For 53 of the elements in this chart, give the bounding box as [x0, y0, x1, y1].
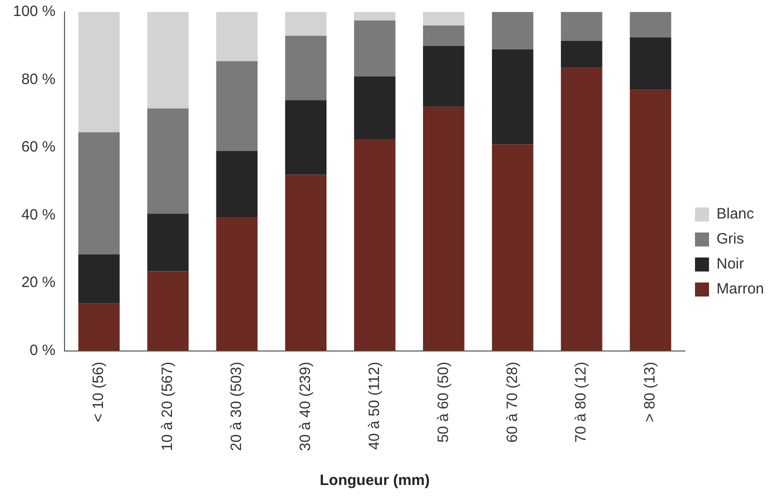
x-tick-label: 70 à 80 (12) — [572, 362, 590, 443]
bar — [78, 303, 120, 351]
bar — [354, 76, 396, 140]
y-tick-label: 40 % — [21, 206, 56, 224]
x-tick-label: 40 à 50 (112) — [366, 362, 383, 450]
bar — [560, 40, 602, 68]
x-axis-title: Longueur (mm) — [320, 472, 430, 490]
bar — [630, 37, 672, 90]
x-tick-label: > 80 (13) — [642, 362, 659, 422]
bar — [285, 100, 326, 175]
bar — [147, 271, 189, 351]
y-tick-label: 80 % — [21, 70, 56, 88]
bar — [423, 26, 464, 46]
legend-label: Blanc — [716, 206, 755, 223]
x-tick-label: 20 à 30 (503) — [228, 362, 246, 452]
bar — [285, 36, 326, 100]
bar — [78, 132, 120, 254]
bar — [560, 12, 602, 41]
bar — [492, 49, 534, 144]
legend-label: Marron — [716, 280, 764, 298]
bar — [492, 144, 534, 351]
bar — [147, 108, 189, 214]
bar — [354, 12, 396, 20]
y-tick-label: 0 % — [30, 342, 56, 359]
legend-label: Gris — [716, 230, 744, 248]
x-tick-label: 60 à 70 (28) — [504, 362, 521, 443]
y-tick-label: 100 % — [12, 3, 56, 20]
bar — [216, 61, 258, 151]
x-tick-label: 30 à 40 (239) — [296, 362, 314, 452]
bar — [423, 106, 464, 351]
bar — [285, 12, 326, 36]
x-tick-label: 50 à 60 (50) — [434, 362, 452, 443]
bar — [630, 12, 672, 38]
bar — [216, 150, 258, 217]
x-tick-label: < 10 (56) — [90, 362, 108, 422]
bar — [216, 12, 258, 62]
bar — [216, 216, 258, 351]
bar — [285, 174, 326, 351]
x-tick-label: 10 à 20 (567) — [159, 362, 176, 452]
legend-label: Noir — [716, 256, 744, 273]
y-tick-label: 20 % — [21, 274, 56, 292]
bar — [630, 90, 672, 351]
bar — [492, 12, 534, 50]
bar — [560, 68, 602, 351]
bar — [423, 46, 464, 107]
bar — [147, 12, 189, 109]
bar — [423, 12, 464, 26]
bar — [147, 214, 189, 272]
bar — [354, 139, 396, 351]
bar — [354, 20, 396, 76]
bar — [78, 12, 120, 132]
y-tick-label: 60 % — [21, 138, 56, 156]
bar — [78, 254, 120, 304]
